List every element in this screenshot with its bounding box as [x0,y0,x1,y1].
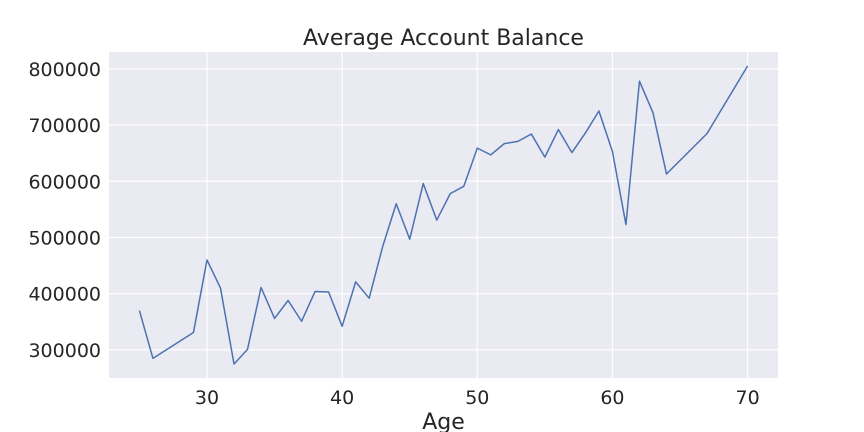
y-tick-label: 300000 [28,340,101,362]
x-tick-labels: 30 40 50 60 70 [195,387,760,409]
series-line [138,65,749,365]
series-group [138,65,749,365]
x-tick-label: 50 [465,387,489,409]
x-tick-label: 70 [735,387,759,409]
y-tick-labels: 300000 400000 500000 600000 700000 800000 [28,59,101,362]
y-tick-label: 600000 [28,171,101,193]
y-tick-label: 400000 [28,284,101,306]
x-tick-label: 30 [195,387,219,409]
x-axis-label: Age [422,410,465,432]
plot-background [109,52,778,378]
y-tick-label: 500000 [28,227,101,249]
x-tick-label: 40 [330,387,354,409]
chart-title: Average Account Balance [303,26,584,51]
grid-lines [109,52,778,378]
x-tick-label: 60 [600,387,624,409]
y-tick-label: 800000 [28,59,101,81]
y-tick-label: 700000 [28,115,101,137]
